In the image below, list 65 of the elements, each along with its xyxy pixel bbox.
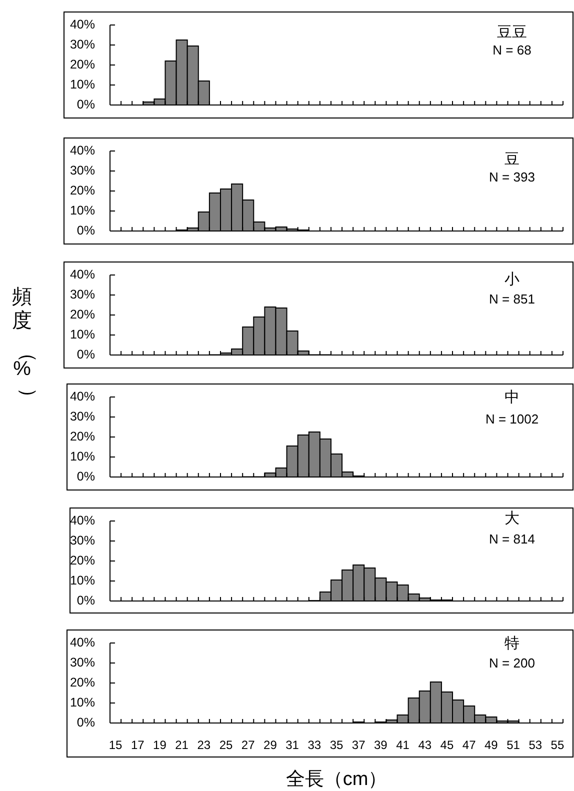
x-tick-label: 15 [108, 738, 123, 752]
y-tick-label: 30% [70, 163, 95, 178]
chart-title: 豆豆 [497, 24, 527, 41]
chart-title: 特 [504, 634, 520, 652]
y-tick-label: 0% [76, 469, 95, 484]
x-tick-label: 29 [264, 738, 278, 752]
y-tick-label: 0% [76, 715, 95, 730]
y-tick-label: 20% [70, 553, 95, 568]
x-tick-label: 37 [352, 738, 366, 752]
x-tick-label: 41 [396, 738, 410, 752]
text: N = 1002 [485, 411, 539, 426]
x-tick-label: 25 [219, 738, 234, 752]
text: N = 851 [489, 291, 535, 306]
x-tick-label: 39 [374, 738, 388, 752]
x-tick-label: 19 [153, 738, 167, 752]
y-tick-label: 10% [70, 327, 95, 342]
y-tick-label: 10% [70, 203, 95, 218]
x-tick-label: 45 [440, 738, 454, 752]
y-tick-label: 20% [70, 307, 95, 322]
y-tick-label: 30% [70, 655, 95, 670]
text: N = 393 [489, 169, 535, 184]
x-tick-label: 27 [241, 738, 256, 752]
x-tick-label: 49 [484, 738, 498, 752]
y-tick-label: 20% [70, 57, 95, 72]
y-tick-label: 0% [76, 593, 95, 608]
text: N = 200 [489, 655, 535, 670]
y-tick-label: 0% [76, 347, 95, 362]
chart-title: 豆 [504, 150, 520, 168]
y-tick-label: 40% [70, 635, 95, 650]
x-tick-label: 51 [506, 738, 520, 752]
y-tick-label: 40% [70, 389, 95, 404]
x-tick-label: 33 [308, 738, 322, 752]
y-tick-label: 40% [70, 513, 95, 528]
x-tick-label: 43 [418, 738, 432, 752]
y-tick-label: 40% [70, 143, 95, 158]
x-tick-label: 21 [175, 738, 189, 752]
y-tick-label: 30% [70, 533, 95, 548]
x-tick-label: 31 [286, 738, 300, 752]
x-tick-label: 17 [130, 738, 145, 752]
y-tick-label: 30% [70, 37, 95, 52]
y-tick-label: 40% [70, 17, 95, 32]
y-tick-label: 10% [70, 573, 95, 588]
chart-title: 大 [504, 510, 520, 527]
chart-title: 中 [504, 388, 520, 406]
x-tick-label: 23 [197, 738, 211, 752]
x-tick-label: 55 [550, 738, 564, 752]
y-tick-label: 40% [70, 267, 95, 282]
y-tick-label: 20% [70, 183, 95, 198]
y-tick-label: 20% [70, 675, 95, 690]
y-tick-label: 20% [70, 429, 95, 444]
y-tick-label: 0% [76, 97, 95, 112]
x-tick-label: 47 [462, 738, 476, 752]
text: N = 814 [489, 531, 535, 546]
y-tick-label: 30% [70, 287, 95, 302]
y-tick-label: 30% [70, 409, 95, 424]
x-tick-label: 35 [330, 738, 344, 752]
y-tick-label: 10% [70, 695, 95, 710]
x-tick-label: 53 [528, 738, 542, 752]
x-axis-title: 全長（cm） [286, 769, 388, 790]
y-tick-label: 0% [76, 223, 95, 238]
y-axis-title: 頻度（%） [12, 286, 39, 408]
y-tick-label: 10% [70, 449, 95, 464]
text: N = 68 [492, 42, 532, 58]
y-tick-label: 10% [70, 77, 95, 92]
chart-title: 小 [504, 270, 520, 288]
